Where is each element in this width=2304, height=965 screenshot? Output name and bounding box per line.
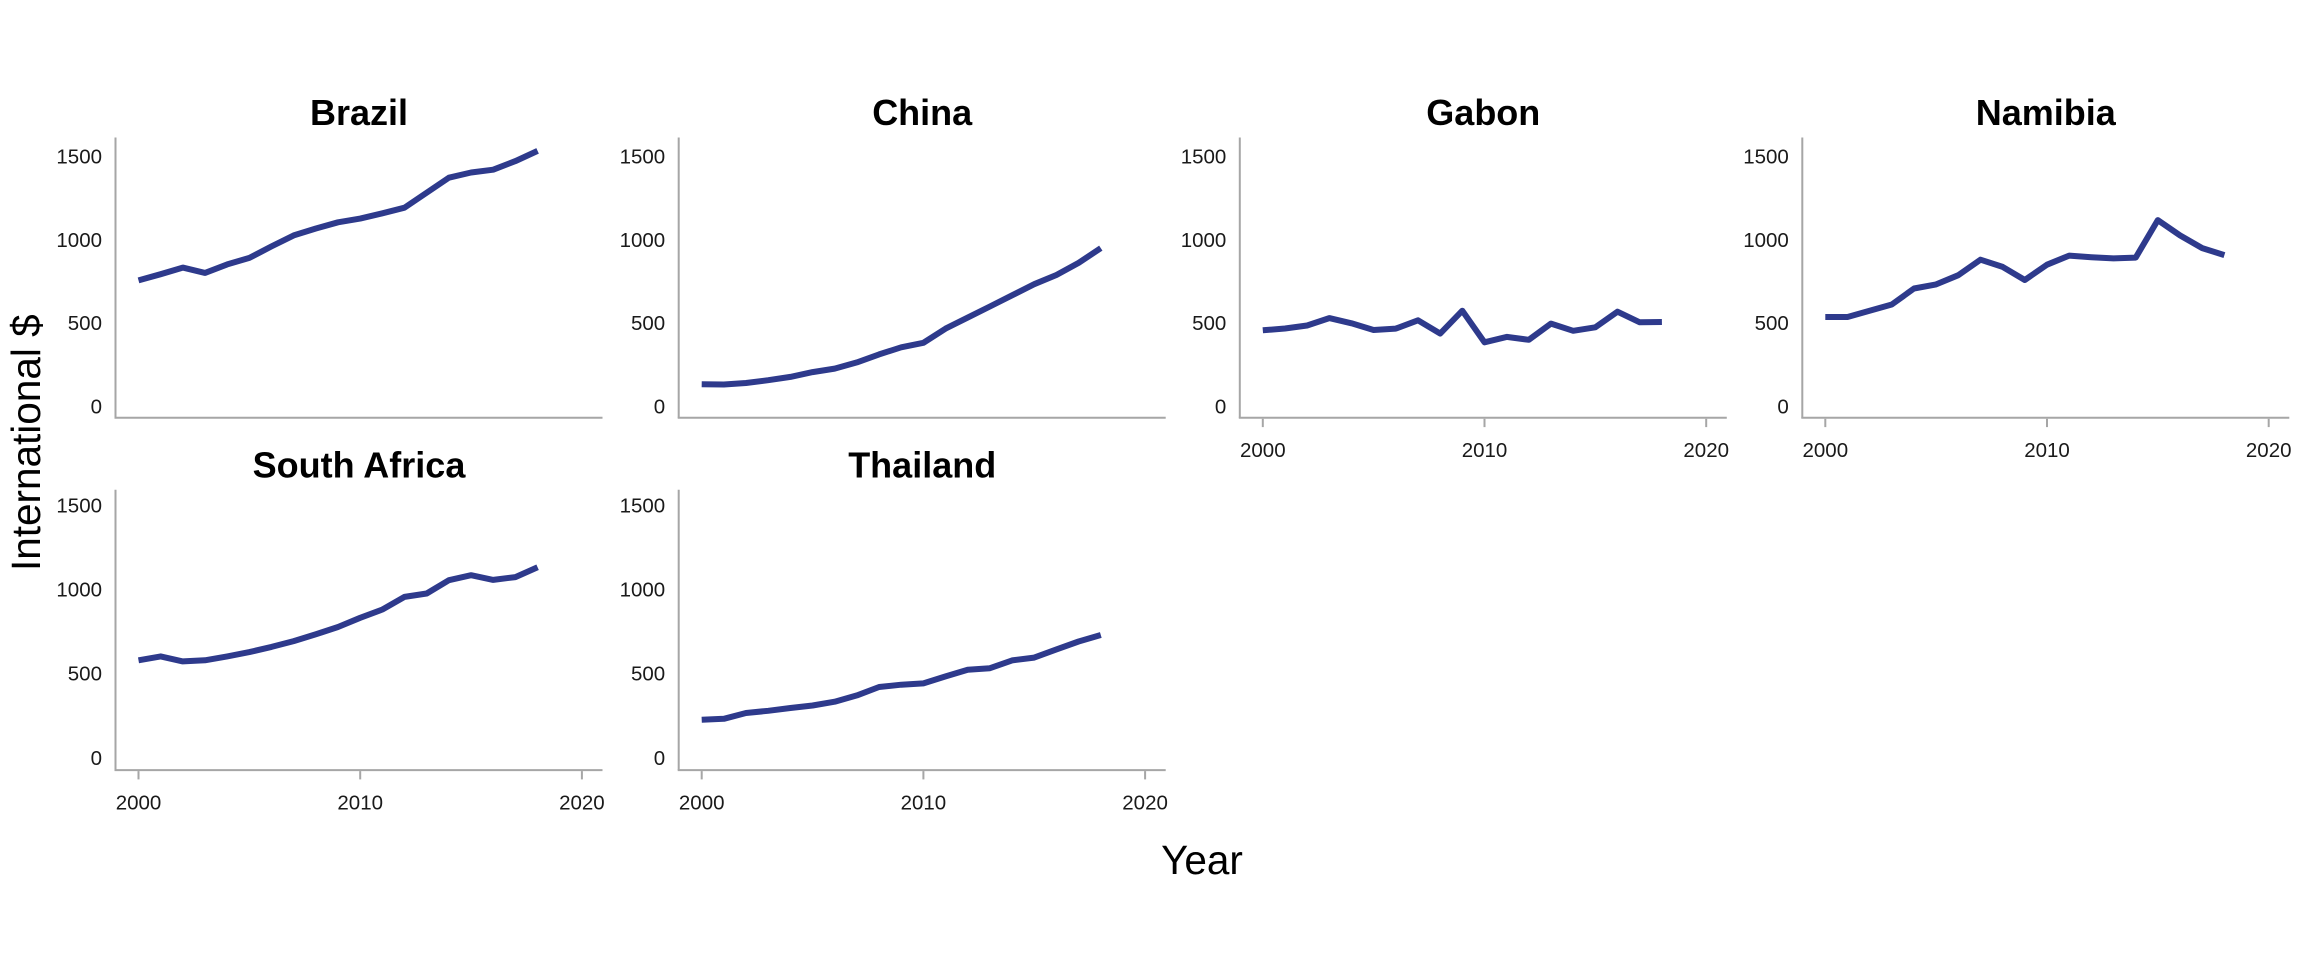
svg-text:2000: 2000 bbox=[1802, 439, 1848, 462]
svg-text:China: China bbox=[872, 92, 973, 133]
svg-text:0: 0 bbox=[1215, 395, 1226, 418]
svg-text:Year: Year bbox=[1161, 837, 1243, 883]
svg-text:2020: 2020 bbox=[2246, 439, 2292, 462]
svg-text:0: 0 bbox=[1777, 395, 1788, 418]
svg-text:2000: 2000 bbox=[679, 792, 725, 815]
svg-text:1500: 1500 bbox=[620, 146, 666, 169]
svg-text:Thailand: Thailand bbox=[848, 444, 996, 485]
svg-text:2020: 2020 bbox=[1683, 439, 1729, 462]
svg-text:1000: 1000 bbox=[620, 229, 666, 252]
svg-text:1500: 1500 bbox=[620, 494, 666, 517]
svg-text:1500: 1500 bbox=[1743, 146, 1789, 169]
svg-text:1000: 1000 bbox=[1743, 229, 1789, 252]
svg-text:South Africa: South Africa bbox=[253, 444, 467, 485]
svg-text:Brazil: Brazil bbox=[310, 92, 408, 133]
svg-text:2000: 2000 bbox=[116, 792, 162, 815]
svg-text:2010: 2010 bbox=[1462, 439, 1508, 462]
svg-text:500: 500 bbox=[68, 312, 102, 335]
svg-text:1500: 1500 bbox=[56, 494, 102, 517]
svg-text:2010: 2010 bbox=[901, 792, 947, 815]
svg-text:1000: 1000 bbox=[56, 229, 102, 252]
svg-text:1500: 1500 bbox=[1181, 146, 1227, 169]
svg-text:2010: 2010 bbox=[337, 792, 383, 815]
svg-text:500: 500 bbox=[1192, 312, 1226, 335]
svg-text:0: 0 bbox=[654, 747, 665, 770]
svg-text:1500: 1500 bbox=[56, 146, 102, 169]
svg-text:2020: 2020 bbox=[559, 792, 605, 815]
svg-text:0: 0 bbox=[91, 395, 102, 418]
svg-text:1000: 1000 bbox=[620, 579, 666, 602]
svg-text:500: 500 bbox=[68, 663, 102, 686]
svg-text:500: 500 bbox=[1755, 312, 1789, 335]
svg-text:500: 500 bbox=[631, 312, 665, 335]
svg-text:Gabon: Gabon bbox=[1426, 92, 1540, 133]
svg-text:2010: 2010 bbox=[2024, 439, 2070, 462]
svg-text:500: 500 bbox=[631, 663, 665, 686]
svg-text:2000: 2000 bbox=[1240, 439, 1286, 462]
svg-text:International $: International $ bbox=[3, 314, 49, 571]
svg-text:1000: 1000 bbox=[1181, 229, 1227, 252]
svg-text:1000: 1000 bbox=[56, 579, 102, 602]
svg-text:Namibia: Namibia bbox=[1976, 92, 2117, 133]
svg-text:0: 0 bbox=[91, 747, 102, 770]
svg-text:2020: 2020 bbox=[1122, 792, 1168, 815]
svg-text:0: 0 bbox=[654, 395, 665, 418]
